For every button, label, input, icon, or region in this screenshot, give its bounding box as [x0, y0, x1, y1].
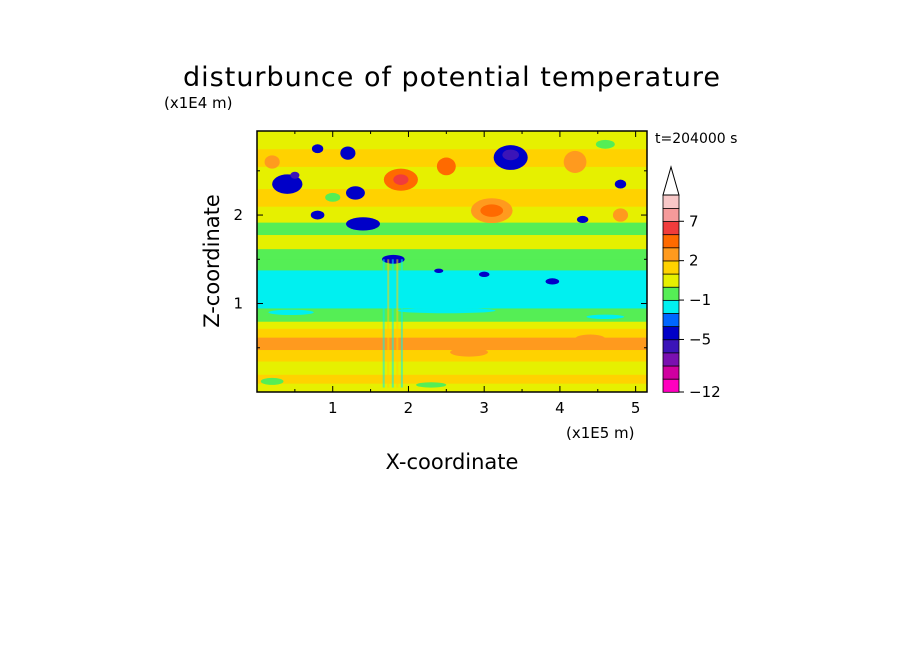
colorbar-tick-label: −12: [689, 383, 721, 401]
striation: [400, 259, 403, 388]
colorbar: 7 2 −1 −5 −12: [662, 165, 721, 401]
contour-blob: [345, 217, 381, 231]
contour-blob: [586, 314, 625, 320]
colorbar-swatch: [662, 194, 680, 209]
y-tick-label: 2: [233, 206, 243, 224]
contour-field: [257, 131, 647, 392]
y-axis-label: Z-coordinate: [200, 194, 224, 328]
colorbar-swatch: [662, 247, 680, 262]
colorbar-swatch: [662, 220, 680, 236]
x-tick-label: 1: [328, 399, 338, 417]
colorbar-swatch: [662, 286, 680, 301]
contour-blob: [614, 179, 627, 189]
field-band: [257, 349, 647, 362]
y-axis: 12: [233, 170, 647, 349]
x-tick-label: 4: [555, 399, 565, 417]
contour-blob: [340, 146, 356, 160]
field-band: [257, 166, 647, 190]
field-band: [257, 222, 647, 236]
contour-blob: [345, 186, 365, 200]
colorbar-swatch: [662, 339, 680, 354]
striation: [391, 259, 394, 388]
contour-blob: [416, 382, 447, 388]
field-band: [257, 248, 647, 260]
colorbar-swatch: [662, 325, 680, 341]
colorbar-tick-label: 2: [689, 252, 699, 270]
chart-title: disturbunce of potential temperature: [183, 62, 721, 93]
contour-blob: [436, 157, 456, 176]
colorbar-swatch: [662, 207, 680, 222]
time-label: t=204000 s: [655, 131, 737, 147]
contour-blob: [311, 144, 324, 154]
x-unit-label: (x1E5 m): [566, 424, 635, 442]
contour-blob: [393, 174, 409, 185]
colorbar-tick-label: −5: [689, 330, 711, 348]
field-band: [257, 188, 647, 207]
field-band: [257, 307, 647, 322]
contour-blob: [290, 171, 300, 179]
colorbar-swatch: [662, 352, 680, 367]
contour-blob: [260, 377, 284, 385]
contour-blob: [595, 139, 615, 149]
field-band: [257, 321, 647, 329]
contour-blob: [434, 268, 444, 274]
field-band: [257, 259, 647, 271]
field-band: [257, 374, 647, 384]
contour-blob: [272, 174, 303, 194]
x-axis: 1 2 3 4 5: [294, 131, 641, 417]
contour-blob: [450, 347, 488, 357]
contour-blob: [576, 215, 589, 224]
contour-blob: [325, 192, 341, 202]
colorbar-swatch: [662, 233, 680, 249]
contour-blob: [270, 338, 305, 348]
contour-blob: [545, 278, 560, 285]
plot-frame: [256, 130, 648, 393]
contour-blob: [502, 149, 520, 161]
x-tick-label: 2: [404, 399, 414, 417]
colorbar-swatch: [662, 273, 680, 288]
contour-blob: [612, 208, 629, 222]
x-tick-label: 5: [631, 399, 641, 417]
contour-blob: [575, 334, 606, 344]
y-unit-label: (x1E4 m): [164, 94, 233, 112]
colorbar-swatch: [662, 312, 680, 328]
field-band: [257, 383, 647, 392]
contour-blob: [563, 150, 587, 174]
y-tick-label: 1: [233, 295, 243, 313]
field-band: [257, 269, 647, 294]
contour-blob: [478, 271, 490, 277]
x-tick-label: 3: [479, 399, 489, 417]
x-axis-label: X-coordinate: [386, 450, 519, 474]
field-band: [257, 234, 647, 250]
field-band: [257, 328, 647, 338]
striation: [382, 259, 385, 388]
striation: [387, 259, 390, 388]
colorbar-tick-label: −1: [689, 291, 711, 309]
contour-blob: [310, 210, 325, 220]
field-band: [257, 131, 647, 150]
colorbar-swatch: [662, 365, 680, 380]
colorbar-swatch: [662, 299, 680, 314]
field-band: [257, 337, 647, 351]
contour-blob: [268, 309, 314, 316]
colorbar-extend-arrow: [662, 165, 680, 196]
field-band: [257, 292, 647, 309]
contour-blob: [264, 155, 280, 169]
contour-blob: [397, 307, 496, 314]
striation: [396, 259, 399, 388]
colorbar-swatch: [662, 260, 680, 275]
colorbar-tick-label: 7: [689, 212, 699, 230]
field-band: [257, 361, 647, 375]
colorbar-swatch: [662, 378, 680, 393]
contour-blob: [480, 204, 504, 217]
